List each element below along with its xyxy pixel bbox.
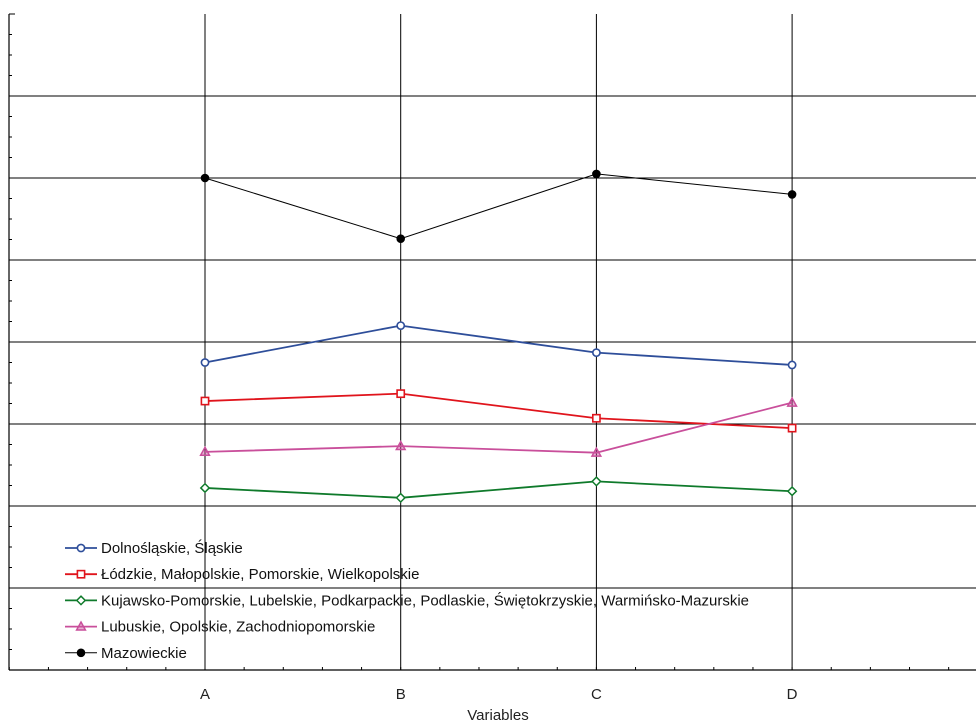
series-layer — [199, 169, 798, 504]
data-point — [396, 389, 406, 399]
data-point — [199, 482, 211, 494]
series-3 — [199, 396, 798, 457]
legend-marker — [76, 569, 86, 579]
series-line — [204, 401, 793, 454]
data-point — [395, 439, 407, 451]
legend-item: Lubuskie, Opolskie, Zachodniopomorskie — [65, 619, 375, 636]
legend-marker — [76, 648, 86, 658]
data-point — [786, 485, 798, 497]
x-tick-label: A — [200, 686, 210, 703]
data-point — [590, 446, 603, 457]
legend-label: Kujawsko-Pomorskie, Lubelskie, Podkarpac… — [101, 591, 749, 609]
legend-label: Lubuskie, Opolskie, Zachodniopomorskie — [101, 619, 375, 636]
series-0 — [200, 321, 797, 370]
data-point — [200, 173, 210, 183]
data-point — [592, 169, 601, 179]
series-2 — [199, 476, 798, 504]
series-line — [204, 173, 793, 240]
legend-label: Mazowieckie — [101, 645, 187, 662]
data-point — [787, 360, 797, 370]
data-point — [396, 234, 406, 243]
series-4 — [200, 169, 797, 243]
series-line — [204, 324, 793, 366]
series-line — [204, 392, 793, 429]
legend-item: Łódzkie, Małopolskie, Pomorskie, Wielkop… — [65, 566, 419, 583]
data-point — [395, 492, 406, 504]
data-point — [786, 396, 798, 407]
legend-marker — [76, 543, 86, 553]
series-1 — [200, 389, 797, 433]
legend-label: Łódzkie, Małopolskie, Pomorskie, Wielkop… — [101, 566, 419, 583]
x-tick-label: D — [787, 686, 798, 703]
x-tick-label: C — [591, 686, 602, 703]
legend-marker — [75, 595, 87, 606]
legend: Dolnośląskie, Śląskie Łódzkie, Małopolski… — [65, 539, 749, 662]
data-point — [592, 348, 601, 358]
grid-lines — [9, 14, 976, 670]
x-tick-label: B — [396, 686, 406, 703]
data-point — [199, 445, 211, 457]
legend-item: Kujawsko-Pomorskie, Lubelskie, Podkarpac… — [65, 591, 749, 609]
legend-label: Dolnośląskie, Śląskie — [101, 539, 243, 557]
data-point — [591, 476, 602, 487]
legend-item: Mazowieckie — [65, 645, 187, 662]
series-line — [204, 480, 793, 499]
data-point — [200, 358, 210, 367]
legend-item: Dolnośląskie, Śląskie — [65, 539, 243, 557]
data-point — [787, 423, 797, 433]
y-axis-minor-ticks — [8, 13, 950, 671]
x-axis-title: Variables — [467, 707, 528, 724]
legend-marker — [75, 620, 87, 631]
x-axis-tick-labels: A B C D — [200, 686, 798, 703]
data-point — [787, 190, 797, 199]
data-point — [396, 321, 406, 330]
data-point — [200, 396, 210, 406]
data-point — [591, 413, 601, 423]
